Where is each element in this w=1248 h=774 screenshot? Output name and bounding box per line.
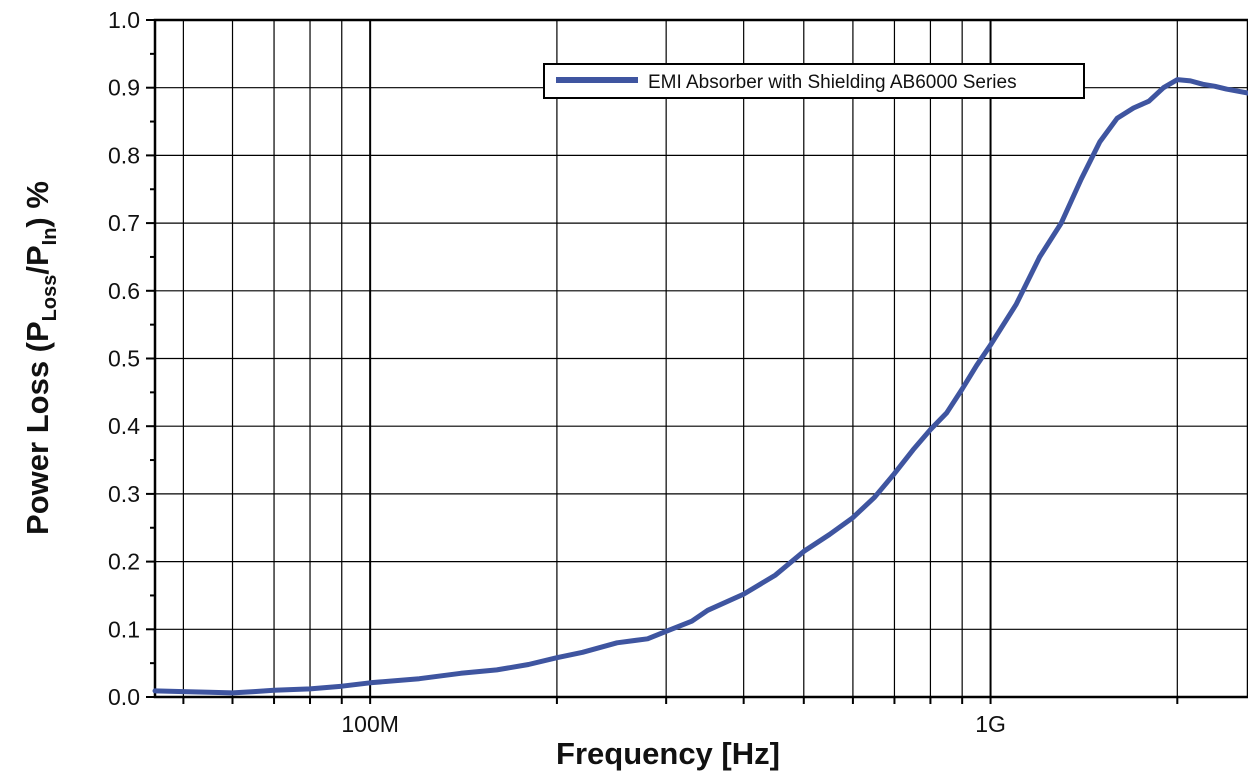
x-tick-labels: 100M 1G [341, 711, 1006, 737]
y-tick-label: 0.9 [108, 75, 140, 101]
y-axis-title-prefix: Power Loss (P [20, 321, 55, 535]
y-tick-label: 0.7 [108, 210, 140, 236]
grid-layer [155, 20, 1248, 697]
plot-frame [153, 18, 1248, 699]
y-tick-label: 0.0 [108, 684, 140, 710]
series-layer [152, 77, 1248, 696]
y-tick-label: 0.3 [108, 481, 140, 507]
y-axis-title-sub2: In [39, 228, 61, 246]
y-tick-label: 0.1 [108, 616, 140, 642]
x-tick-label: 1G [975, 711, 1006, 737]
series-line [152, 77, 1248, 696]
y-tick-label: 0.8 [108, 142, 140, 168]
y-axis-title: Power Loss (PLoss/PIn) % [20, 181, 61, 535]
legend: EMI Absorber with Shielding AB6000 Serie… [543, 63, 1085, 99]
y-tick-labels: 0.0 0.1 0.2 0.3 0.4 0.5 0.6 0.7 0.8 0.9 1.0 [108, 7, 140, 710]
legend-label: EMI Absorber with Shielding AB6000 Serie… [648, 72, 1017, 93]
x-axis-title: Frequency [Hz] [556, 736, 780, 771]
y-tick-label: 0.2 [108, 549, 140, 575]
y-axis-title-suffix: ) % [20, 181, 55, 228]
x-tick-label: 100M [341, 711, 399, 737]
y-axis-title-middle: /P [20, 245, 55, 274]
y-tick-label: 0.5 [108, 346, 140, 372]
minor-tick-layer [146, 19, 1179, 704]
y-tick-label: 0.4 [108, 413, 140, 439]
y-tick-label: 0.6 [108, 278, 140, 304]
y-tick-label: 1.0 [108, 7, 140, 33]
y-axis-title-sub1: Loss [39, 275, 61, 322]
